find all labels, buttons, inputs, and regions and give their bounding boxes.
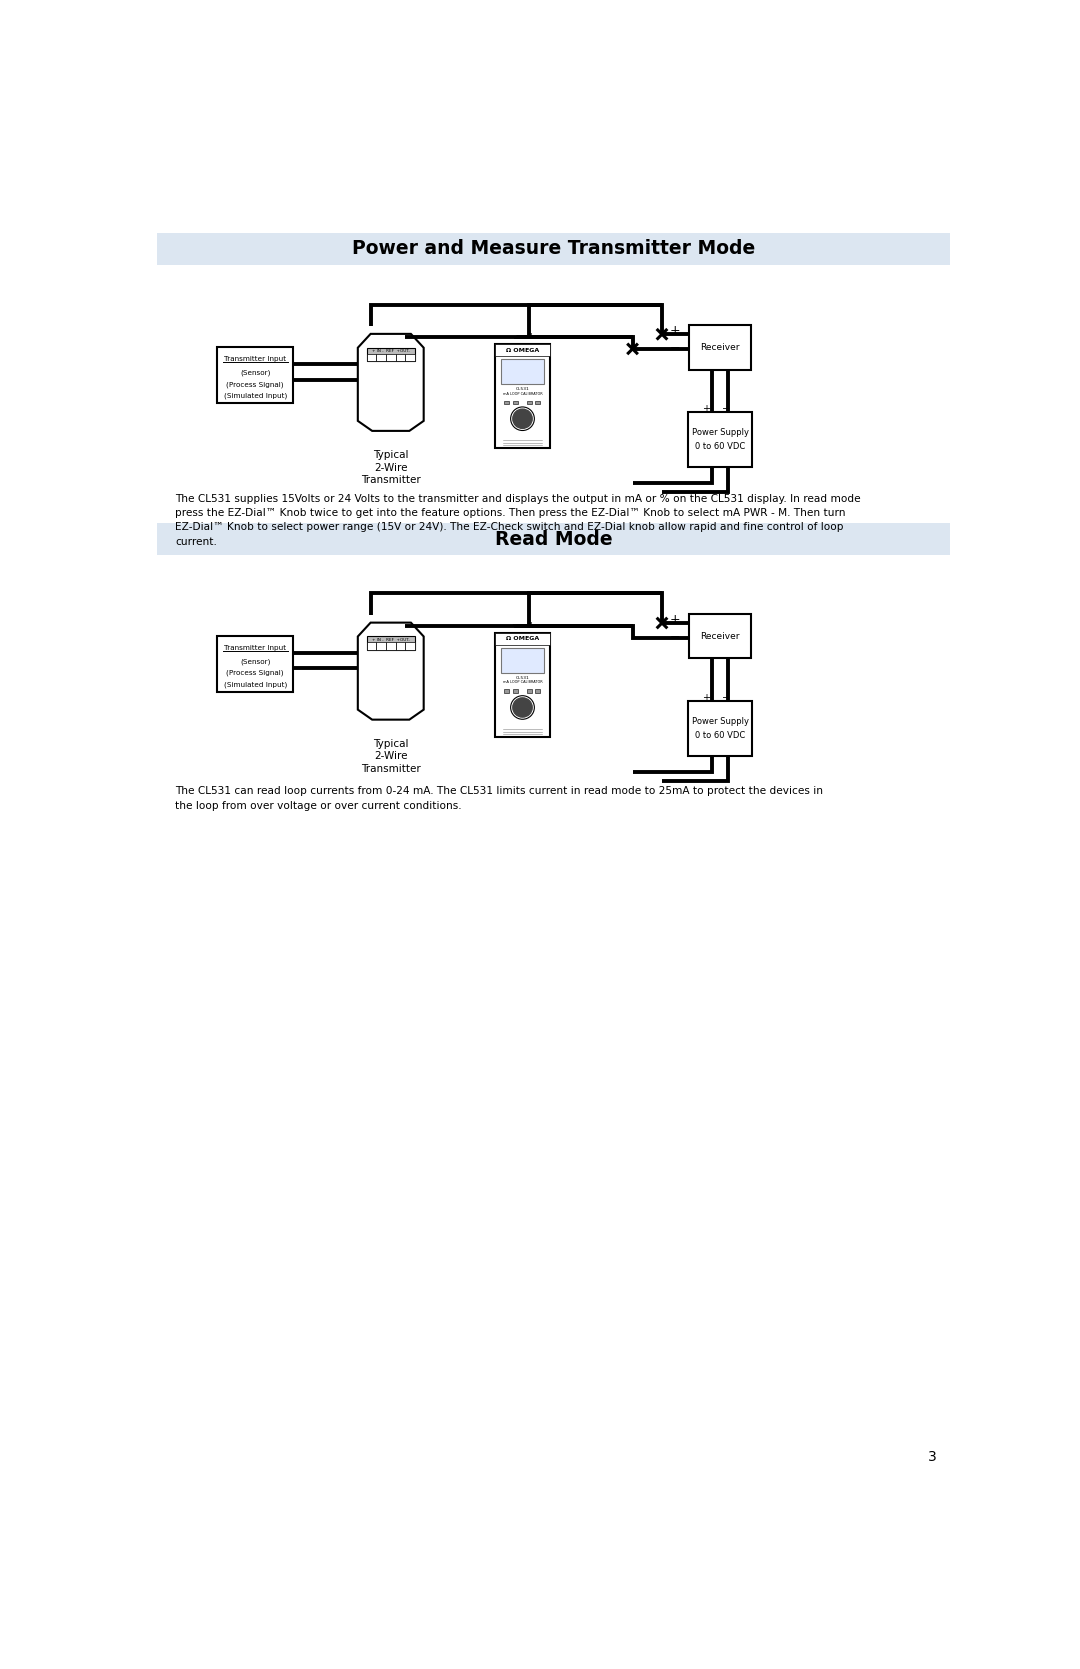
Text: Typical
2-Wire
Transmitter: Typical 2-Wire Transmitter <box>361 451 420 486</box>
Polygon shape <box>357 623 423 719</box>
Bar <box>367 347 415 361</box>
Text: The CL531 supplies 15Volts or 24 Volts to the transmitter and displays the outpu: The CL531 supplies 15Volts or 24 Volts t… <box>175 494 861 547</box>
Text: CL531: CL531 <box>515 676 529 679</box>
Bar <box>513 689 517 693</box>
Text: Transmitter Input: Transmitter Input <box>224 644 286 651</box>
Bar <box>504 401 510 404</box>
Text: −: − <box>670 631 680 644</box>
Circle shape <box>513 409 532 429</box>
Text: +: + <box>670 324 680 337</box>
Text: Transmitter Input: Transmitter Input <box>224 355 286 362</box>
Text: (Sensor): (Sensor) <box>240 369 270 376</box>
Bar <box>395 354 405 361</box>
Bar <box>536 689 540 693</box>
Text: −: − <box>723 693 730 703</box>
Text: +: + <box>527 332 534 340</box>
Bar <box>386 354 395 361</box>
Bar <box>501 359 544 384</box>
Bar <box>495 633 551 736</box>
Bar <box>376 354 386 361</box>
Bar <box>405 643 415 649</box>
Text: −: − <box>511 332 518 340</box>
Bar <box>689 614 751 659</box>
Text: mA LOOP CALIBRATOR: mA LOOP CALIBRATOR <box>502 681 542 684</box>
Text: Receiver: Receiver <box>700 342 740 352</box>
Text: Read Mode: Read Mode <box>495 529 612 549</box>
Text: The CL531 can read loop currents from 0-24 mA. The CL531 limits current in read : The CL531 can read loop currents from 0-… <box>175 786 823 811</box>
Text: +: + <box>702 693 711 703</box>
Text: Power and Measure Transmitter Mode: Power and Measure Transmitter Mode <box>352 239 755 259</box>
Text: −: − <box>511 621 518 629</box>
Bar <box>495 633 551 644</box>
Bar <box>405 354 415 361</box>
Bar <box>527 401 531 404</box>
Bar <box>395 643 405 649</box>
Text: +: + <box>702 404 711 414</box>
Bar <box>367 354 376 361</box>
Text: 0 to 60 VDC: 0 to 60 VDC <box>696 442 745 451</box>
Bar <box>367 636 415 649</box>
Text: CL531: CL531 <box>515 387 529 391</box>
Text: Ω OMEGA: Ω OMEGA <box>505 347 539 352</box>
Bar <box>501 648 544 673</box>
Bar <box>513 401 517 404</box>
Bar <box>217 347 293 402</box>
Bar <box>688 701 752 756</box>
Text: (Sensor): (Sensor) <box>240 658 270 664</box>
Bar <box>689 325 751 369</box>
Text: Ω OMEGA: Ω OMEGA <box>505 636 539 641</box>
Bar <box>504 689 510 693</box>
Text: +: + <box>670 613 680 626</box>
Bar <box>217 636 293 691</box>
Circle shape <box>511 696 535 719</box>
Bar <box>367 643 376 649</box>
Text: Receiver: Receiver <box>700 631 740 641</box>
Text: Typical
2-Wire
Transmitter: Typical 2-Wire Transmitter <box>361 739 420 774</box>
Text: Power Supply: Power Supply <box>691 429 748 437</box>
Text: Power Supply: Power Supply <box>691 718 748 726</box>
Text: (Simulated Input): (Simulated Input) <box>224 681 287 688</box>
Text: + IN -  REF  +OUT-: + IN - REF +OUT- <box>372 638 409 643</box>
Text: −: − <box>723 404 730 414</box>
Bar <box>536 401 540 404</box>
Text: (Process Signal): (Process Signal) <box>227 381 284 387</box>
Bar <box>495 344 551 355</box>
Circle shape <box>511 407 535 431</box>
Text: (Process Signal): (Process Signal) <box>227 669 284 676</box>
Bar <box>688 412 752 467</box>
Text: mA LOOP CALIBRATOR: mA LOOP CALIBRATOR <box>502 392 542 396</box>
Circle shape <box>513 698 532 718</box>
Text: 3: 3 <box>929 1450 937 1464</box>
Text: −: − <box>670 342 680 355</box>
Bar <box>157 522 950 556</box>
Bar <box>495 344 551 447</box>
Text: +: + <box>527 621 534 629</box>
Text: 0 to 60 VDC: 0 to 60 VDC <box>696 731 745 739</box>
Bar <box>157 232 950 265</box>
Bar <box>386 643 395 649</box>
Text: (Simulated Input): (Simulated Input) <box>224 392 287 399</box>
Bar <box>527 689 531 693</box>
Bar <box>376 643 386 649</box>
Polygon shape <box>357 334 423 431</box>
Text: + IN -  REF  +OUT-: + IN - REF +OUT- <box>372 349 409 354</box>
